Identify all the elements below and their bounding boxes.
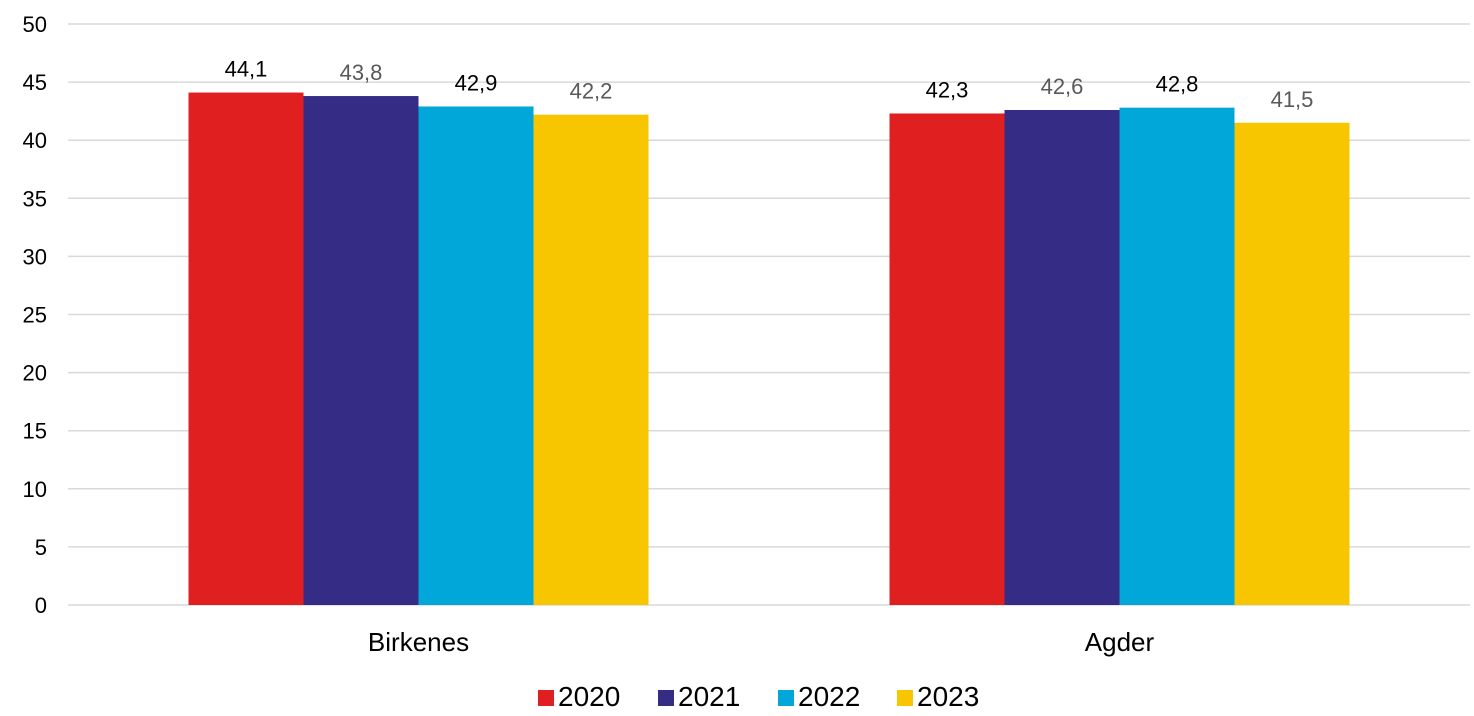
bar-2023-agder: [1234, 122, 1350, 606]
legend: 2020 2021 2022 2023: [538, 681, 979, 712]
data-label: 44,1: [225, 57, 268, 82]
category-label: Agder: [1085, 627, 1155, 657]
legend-label: 2023: [917, 681, 979, 712]
category-label: Birkenes: [368, 627, 469, 657]
y-tick-label: 35: [23, 186, 47, 211]
y-axis-ticks: 0 5 10 15 20 25 30 35 40 45 50: [23, 12, 47, 618]
data-labels: 44,1 43,8 42,9 42,2 42,3 42,6 42,8 41,5: [225, 57, 1314, 112]
data-label: 42,6: [1041, 74, 1084, 99]
data-label: 42,9: [455, 71, 498, 96]
bar-2022-agder: [1119, 107, 1235, 605]
y-tick-label: 40: [23, 128, 47, 153]
legend-swatch-2021: [658, 690, 674, 706]
x-axis-categories: Birkenes Agder: [368, 627, 1155, 657]
bars: [188, 92, 1350, 606]
bar-2023-birkenes: [533, 114, 649, 606]
legend-label: 2020: [558, 681, 620, 712]
legend-label: 2021: [678, 681, 740, 712]
y-tick-label: 45: [23, 70, 47, 95]
data-label: 42,2: [570, 79, 613, 104]
y-tick-label: 30: [23, 244, 47, 269]
legend-swatch-2020: [538, 690, 554, 706]
data-label: 43,8: [340, 60, 383, 85]
y-tick-label: 10: [23, 477, 47, 502]
y-tick-label: 15: [23, 419, 47, 444]
data-label: 42,8: [1156, 72, 1199, 97]
bar-2022-birkenes: [418, 106, 534, 605]
y-tick-label: 5: [35, 535, 47, 560]
bar-2021-agder: [1004, 109, 1120, 605]
y-tick-label: 25: [23, 303, 47, 328]
y-tick-label: 20: [23, 361, 47, 386]
data-label: 41,5: [1271, 87, 1314, 112]
legend-label: 2022: [798, 681, 860, 712]
data-label: 42,3: [926, 77, 969, 102]
y-tick-label: 0: [35, 593, 47, 618]
y-tick-label: 50: [23, 12, 47, 37]
bar-2020-agder: [889, 113, 1005, 605]
legend-swatch-2022: [778, 690, 794, 706]
bar-2021-birkenes: [303, 96, 419, 605]
legend-swatch-2023: [897, 690, 913, 706]
bar-2020-birkenes: [188, 92, 304, 606]
